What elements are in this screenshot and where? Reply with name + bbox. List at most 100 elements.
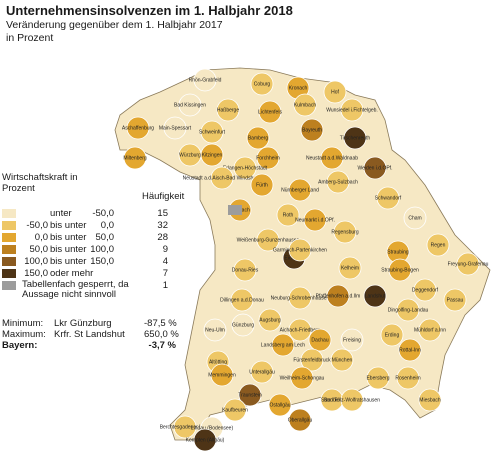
- region-shape: [290, 366, 314, 390]
- region-shape: [256, 228, 280, 252]
- region-label: Bamberg: [248, 136, 269, 142]
- region-shape: [300, 118, 324, 142]
- region-label: Rottal-Inn: [399, 348, 421, 354]
- region-shape: [343, 126, 367, 150]
- region-shape: [340, 98, 364, 122]
- region-label: Neustadt a.d.Waldnaab: [306, 156, 358, 162]
- region-label: Roth: [283, 213, 294, 219]
- region-label: Fürstenfeldbruck: [293, 358, 331, 364]
- legend-count: 9: [162, 244, 168, 255]
- map-unit: in Prozent: [6, 32, 54, 44]
- region-shape: [231, 313, 255, 337]
- region-label: Hof: [331, 90, 339, 96]
- region-label: Mühldorf a.Inn: [414, 328, 446, 334]
- legend-swatch: [2, 245, 16, 254]
- region-shape: [250, 72, 274, 96]
- region-label: Aichach-Friedberg: [280, 328, 321, 334]
- stat-key: Maximum:: [2, 329, 46, 340]
- region-shape: [376, 186, 400, 210]
- region-shape: [333, 220, 357, 244]
- region-label: Pfaffenhofen a.d.Ilm: [316, 294, 361, 300]
- region-shape: [210, 166, 234, 190]
- region-shape: [396, 298, 420, 322]
- legend-mid: bis unter: [50, 244, 87, 255]
- region-label: Lichtenfels: [258, 110, 282, 116]
- legend-count: 15: [157, 208, 168, 219]
- region-label: Kempten (Allgäu): [186, 438, 225, 444]
- region-label: Straubing-Bogen: [381, 268, 419, 274]
- region-label: Ebersberg: [366, 376, 389, 382]
- region-shape: [163, 116, 187, 140]
- region-label: Dingolfing-Landau: [388, 308, 429, 314]
- region-shape: [216, 98, 240, 122]
- region-shape: [250, 360, 274, 384]
- region-shape: [178, 93, 202, 117]
- region-shape: [288, 318, 312, 342]
- region-label: Wunsiedel i.Fichtelgeb.: [326, 108, 378, 114]
- region-label: Straubing: [387, 250, 409, 256]
- legend-to: 50,0: [95, 232, 115, 243]
- legend-mid: bis unter: [50, 220, 87, 231]
- region-label: Kulmbach: [294, 103, 316, 109]
- region-label: Amberg-Sulzbach: [318, 180, 358, 186]
- legend-swatch: [2, 209, 16, 218]
- region-shape: [200, 143, 224, 167]
- region-label: Lindau (Bodensee): [191, 426, 234, 432]
- legend-note-label: Tabellenfach gesperrt, da Aussage nicht …: [22, 279, 129, 300]
- legend-from: -50,0: [26, 220, 48, 231]
- stat-value: -87,5 %: [144, 318, 177, 329]
- region-shape: [330, 348, 354, 372]
- region-shape: [326, 170, 350, 194]
- region-label: München: [332, 358, 353, 364]
- region-shape: [250, 173, 274, 197]
- stat-key: Bayern:: [2, 340, 38, 351]
- region-label: Donau-Ries: [232, 268, 259, 274]
- legend-count: 32: [157, 220, 168, 231]
- legend-mid: bis unter: [50, 232, 87, 243]
- region-label: Kronach: [289, 86, 308, 92]
- region-shape: [363, 156, 387, 180]
- region-shape: [323, 80, 347, 104]
- legend-to: 100,0: [90, 244, 114, 255]
- region-shape: [200, 120, 224, 144]
- legend-swatch: [2, 233, 16, 242]
- region-label: Erding: [385, 333, 400, 339]
- region-label: Rhön-Grabfeld: [189, 78, 222, 84]
- region-label: Main-Spessart: [159, 126, 192, 132]
- region-label: Miesbach: [419, 398, 441, 404]
- region-shape: [320, 146, 344, 170]
- region-shape: [268, 393, 292, 417]
- legend-swatch-blocked: [2, 281, 16, 290]
- region-shape: [173, 415, 197, 439]
- region-shape: [340, 328, 364, 352]
- region-shape: [426, 233, 450, 257]
- region-shape: [288, 238, 312, 262]
- legend-mid: oder mehr: [50, 268, 94, 279]
- region-label: Regensburg: [331, 230, 358, 236]
- region-shape: [388, 258, 412, 282]
- region-label: Neustadt a.d.Aisch-Bad Windsheim: [183, 176, 262, 182]
- legend-mid: bis unter: [50, 256, 87, 267]
- region-label: Neumarkt i.d.OPf.: [295, 218, 335, 224]
- region-label: Starnberg: [321, 398, 343, 404]
- region-label: Weißenburg-Gunzenhausen: [237, 238, 300, 244]
- region-shape: [380, 323, 404, 347]
- region-shape: [288, 408, 312, 432]
- region-shape: [413, 278, 437, 302]
- region-shape: [126, 116, 150, 140]
- stat-place: Krfr. St Landshut: [54, 329, 125, 340]
- stat-value: -3,7 %: [148, 340, 176, 351]
- region-shape: [300, 348, 324, 372]
- region-shape: [271, 333, 295, 357]
- legend-swatch: [2, 269, 16, 278]
- region-label: Dachau: [311, 338, 328, 344]
- region-shape: [443, 288, 467, 312]
- legend-to: -50,0: [92, 208, 114, 219]
- legend-to: 0,0: [100, 220, 114, 231]
- legend-note-count: 1: [162, 280, 168, 291]
- region-label: Oberallgäu: [288, 418, 313, 424]
- legend-count-title: Häufigkeit: [142, 191, 185, 202]
- stat-value: 650,0 %: [144, 329, 179, 340]
- region-label: Neuburg-Schrobenhausen: [271, 296, 330, 302]
